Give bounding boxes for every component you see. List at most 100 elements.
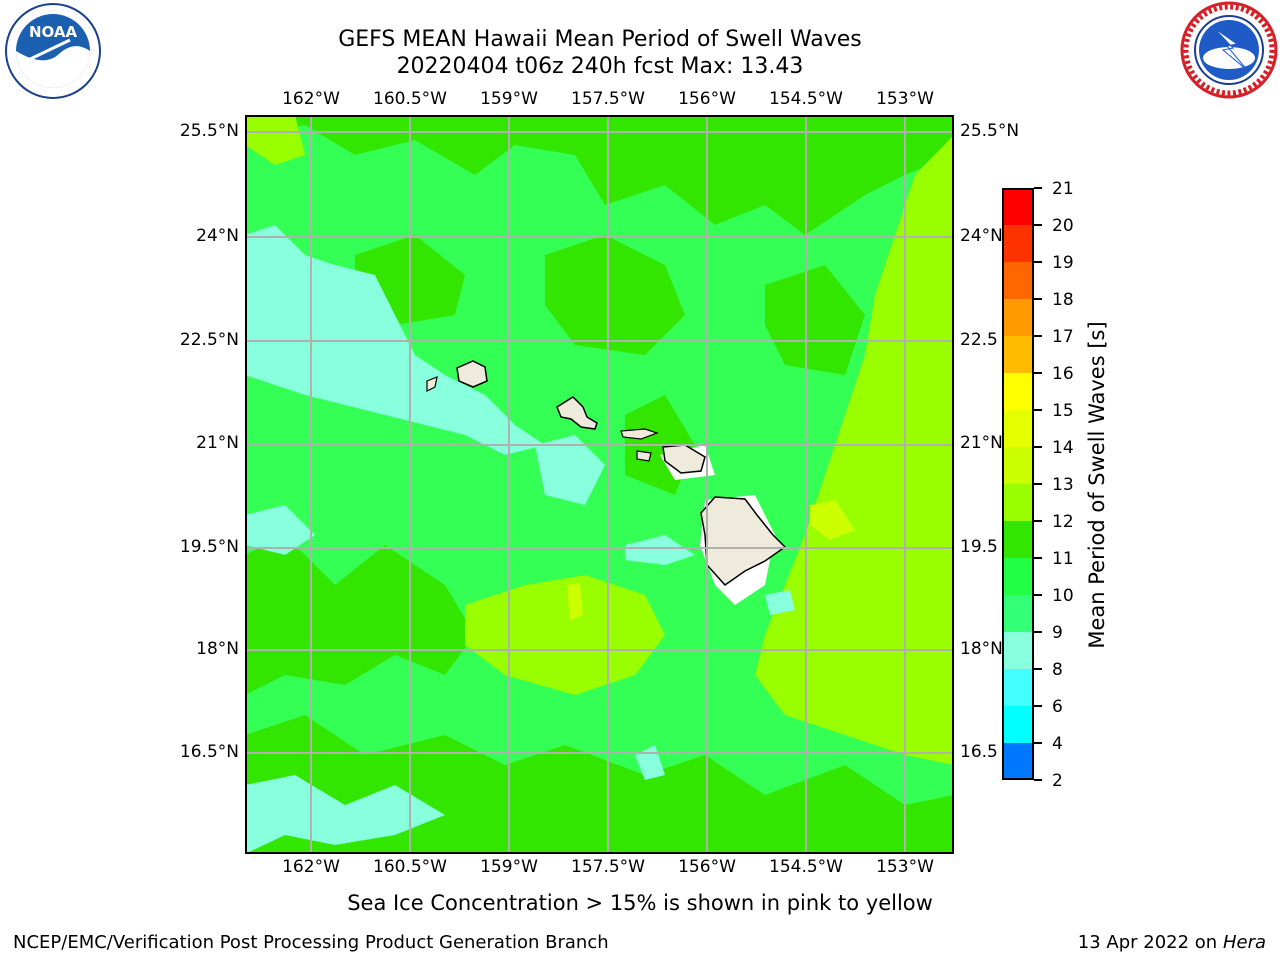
lon-label-bottom: 159°W <box>480 857 538 877</box>
colorbar-tick-label: 19 <box>1052 253 1074 273</box>
colorbar-label: Mean Period of Swell Waves [s] <box>1085 321 1109 649</box>
lat-label-right: 21°N <box>960 433 1003 453</box>
lat-label-right: 16.5 <box>960 742 998 762</box>
lon-label-bottom: 153°W <box>876 857 934 877</box>
colorbar-tick-label: 20 <box>1052 216 1074 236</box>
colorbar-tick-mark <box>1034 224 1042 226</box>
footer-date: 13 Apr 2022 on Hera <box>1078 932 1266 953</box>
colorbar-segment <box>1002 410 1034 448</box>
colorbar-tick-mark <box>1034 520 1042 522</box>
colorbar-tick-mark <box>1034 446 1042 448</box>
lat-label-right: 24°N <box>960 226 1003 246</box>
lat-label-right: 25.5°N <box>960 121 1020 141</box>
lon-label-bottom: 156°W <box>678 857 736 877</box>
map-subtitle: 20220404 t06z 240h fcst Max: 13.43 <box>396 54 804 79</box>
band-11-12-patch-d <box>765 265 865 375</box>
lon-label-top: 159°W <box>480 89 538 109</box>
colorbar-frame <box>1002 188 1034 780</box>
colorbar-tick-label: 14 <box>1052 438 1074 458</box>
band-13-14-east-spot <box>810 500 855 540</box>
colorbar-segment <box>1002 447 1034 485</box>
colorbar-tick-label: 12 <box>1052 512 1074 532</box>
band-12-13-east-upper <box>885 155 954 475</box>
lon-label-top: 162°W <box>282 89 340 109</box>
colorbar-segment <box>1002 373 1034 411</box>
colorbar-segment <box>1002 595 1034 633</box>
lat-label-left: 22.5°N <box>179 330 239 350</box>
lat-label-left: 18°N <box>196 639 239 659</box>
colorbar-segment <box>1002 632 1034 670</box>
colorbar-tick-mark <box>1034 742 1042 744</box>
colorbar-segment <box>1002 188 1034 226</box>
colorbar-tick-mark <box>1034 261 1042 263</box>
colorbar-segment <box>1002 743 1034 780</box>
colorbar-tick-label: 8 <box>1052 660 1063 680</box>
lon-label-bottom: 162°W <box>282 857 340 877</box>
sea-ice-footnote: Sea Ice Concentration > 15% is shown in … <box>347 891 933 915</box>
footer-host: Hera <box>1222 932 1266 953</box>
molokai-island <box>620 428 659 440</box>
colorbar-segment <box>1002 558 1034 596</box>
colorbar-tick-label: 9 <box>1052 623 1063 643</box>
colorbar-tick-label: 13 <box>1052 475 1074 495</box>
colorbar-tick-mark <box>1034 483 1042 485</box>
map-title: GEFS MEAN Hawaii Mean Period of Swell Wa… <box>338 27 862 52</box>
lon-label-top: 156°W <box>678 89 736 109</box>
colorbar-tick-mark <box>1034 409 1042 411</box>
graticule <box>245 115 954 854</box>
colorbar-tick-label: 4 <box>1052 734 1063 754</box>
band-9-10-channel <box>625 535 695 565</box>
lon-label-top: 153°W <box>876 89 934 109</box>
kauai-island <box>456 360 488 388</box>
noaa-logo-text: NOAA <box>29 23 78 41</box>
footer-producer: NCEP/EMC/Verification Post Processing Pr… <box>13 932 609 953</box>
nws-logo-icon <box>1180 1 1278 99</box>
colorbar-tick-label: 6 <box>1052 697 1063 717</box>
colorbar-tick-mark <box>1034 557 1042 559</box>
colorbar-tick-mark <box>1034 594 1042 596</box>
noaa-logo-icon: NOAA <box>5 3 101 99</box>
band-12-13-northwest <box>245 115 305 165</box>
colorbar-segment <box>1002 299 1034 337</box>
lon-label-bottom: 154.5°W <box>769 857 843 877</box>
colorbar-tick-label: 10 <box>1052 586 1074 606</box>
band-12-13-south-central <box>465 575 665 695</box>
colorbar-tick-mark <box>1034 335 1042 337</box>
lon-label-bottom: 157.5°W <box>571 857 645 877</box>
colorbar-tick-mark <box>1034 372 1042 374</box>
lon-label-top: 154.5°W <box>769 89 843 109</box>
band-9-10-central <box>535 435 605 505</box>
lat-label-left: 21°N <box>196 433 239 453</box>
colorbar-tick-label: 18 <box>1052 290 1074 310</box>
colorbar-tick-mark <box>1034 705 1042 707</box>
colorbar-tick-mark <box>1034 668 1042 670</box>
lanai-island <box>636 450 652 462</box>
lat-label-right: 19.5 <box>960 537 998 557</box>
colorbar-tick-label: 17 <box>1052 327 1074 347</box>
colorbar-tick-label: 16 <box>1052 364 1074 384</box>
lat-label-left: 19.5°N <box>179 537 239 557</box>
lat-label-left: 25.5°N <box>179 121 239 141</box>
colorbar <box>1002 188 1034 780</box>
colorbar-tick-mark <box>1034 779 1042 781</box>
colorbar-segment <box>1002 521 1034 559</box>
colorbar-tick-mark <box>1034 187 1042 189</box>
colorbar-segment <box>1002 669 1034 707</box>
colorbar-segment <box>1002 262 1034 300</box>
hawaii-big-island <box>700 496 787 586</box>
lat-label-right: 22.5 <box>960 330 998 350</box>
colorbar-tick-mark <box>1034 631 1042 633</box>
band-11-12-west <box>245 535 475 695</box>
swell-period-map <box>245 115 954 854</box>
colorbar-segment <box>1002 484 1034 522</box>
map-frame <box>245 115 954 854</box>
colorbar-tick-label: 15 <box>1052 401 1074 421</box>
colorbar-tick-label: 21 <box>1052 179 1074 199</box>
colorbar-tick-label: 2 <box>1052 771 1063 791</box>
band-9-10-east-spot <box>765 590 795 615</box>
colorbar-tick-mark <box>1034 298 1042 300</box>
band-9-10-west-small <box>245 505 315 555</box>
band-11-12-north <box>245 115 954 235</box>
lat-label-right: 18°N <box>960 639 1003 659</box>
lon-label-top: 157.5°W <box>571 89 645 109</box>
